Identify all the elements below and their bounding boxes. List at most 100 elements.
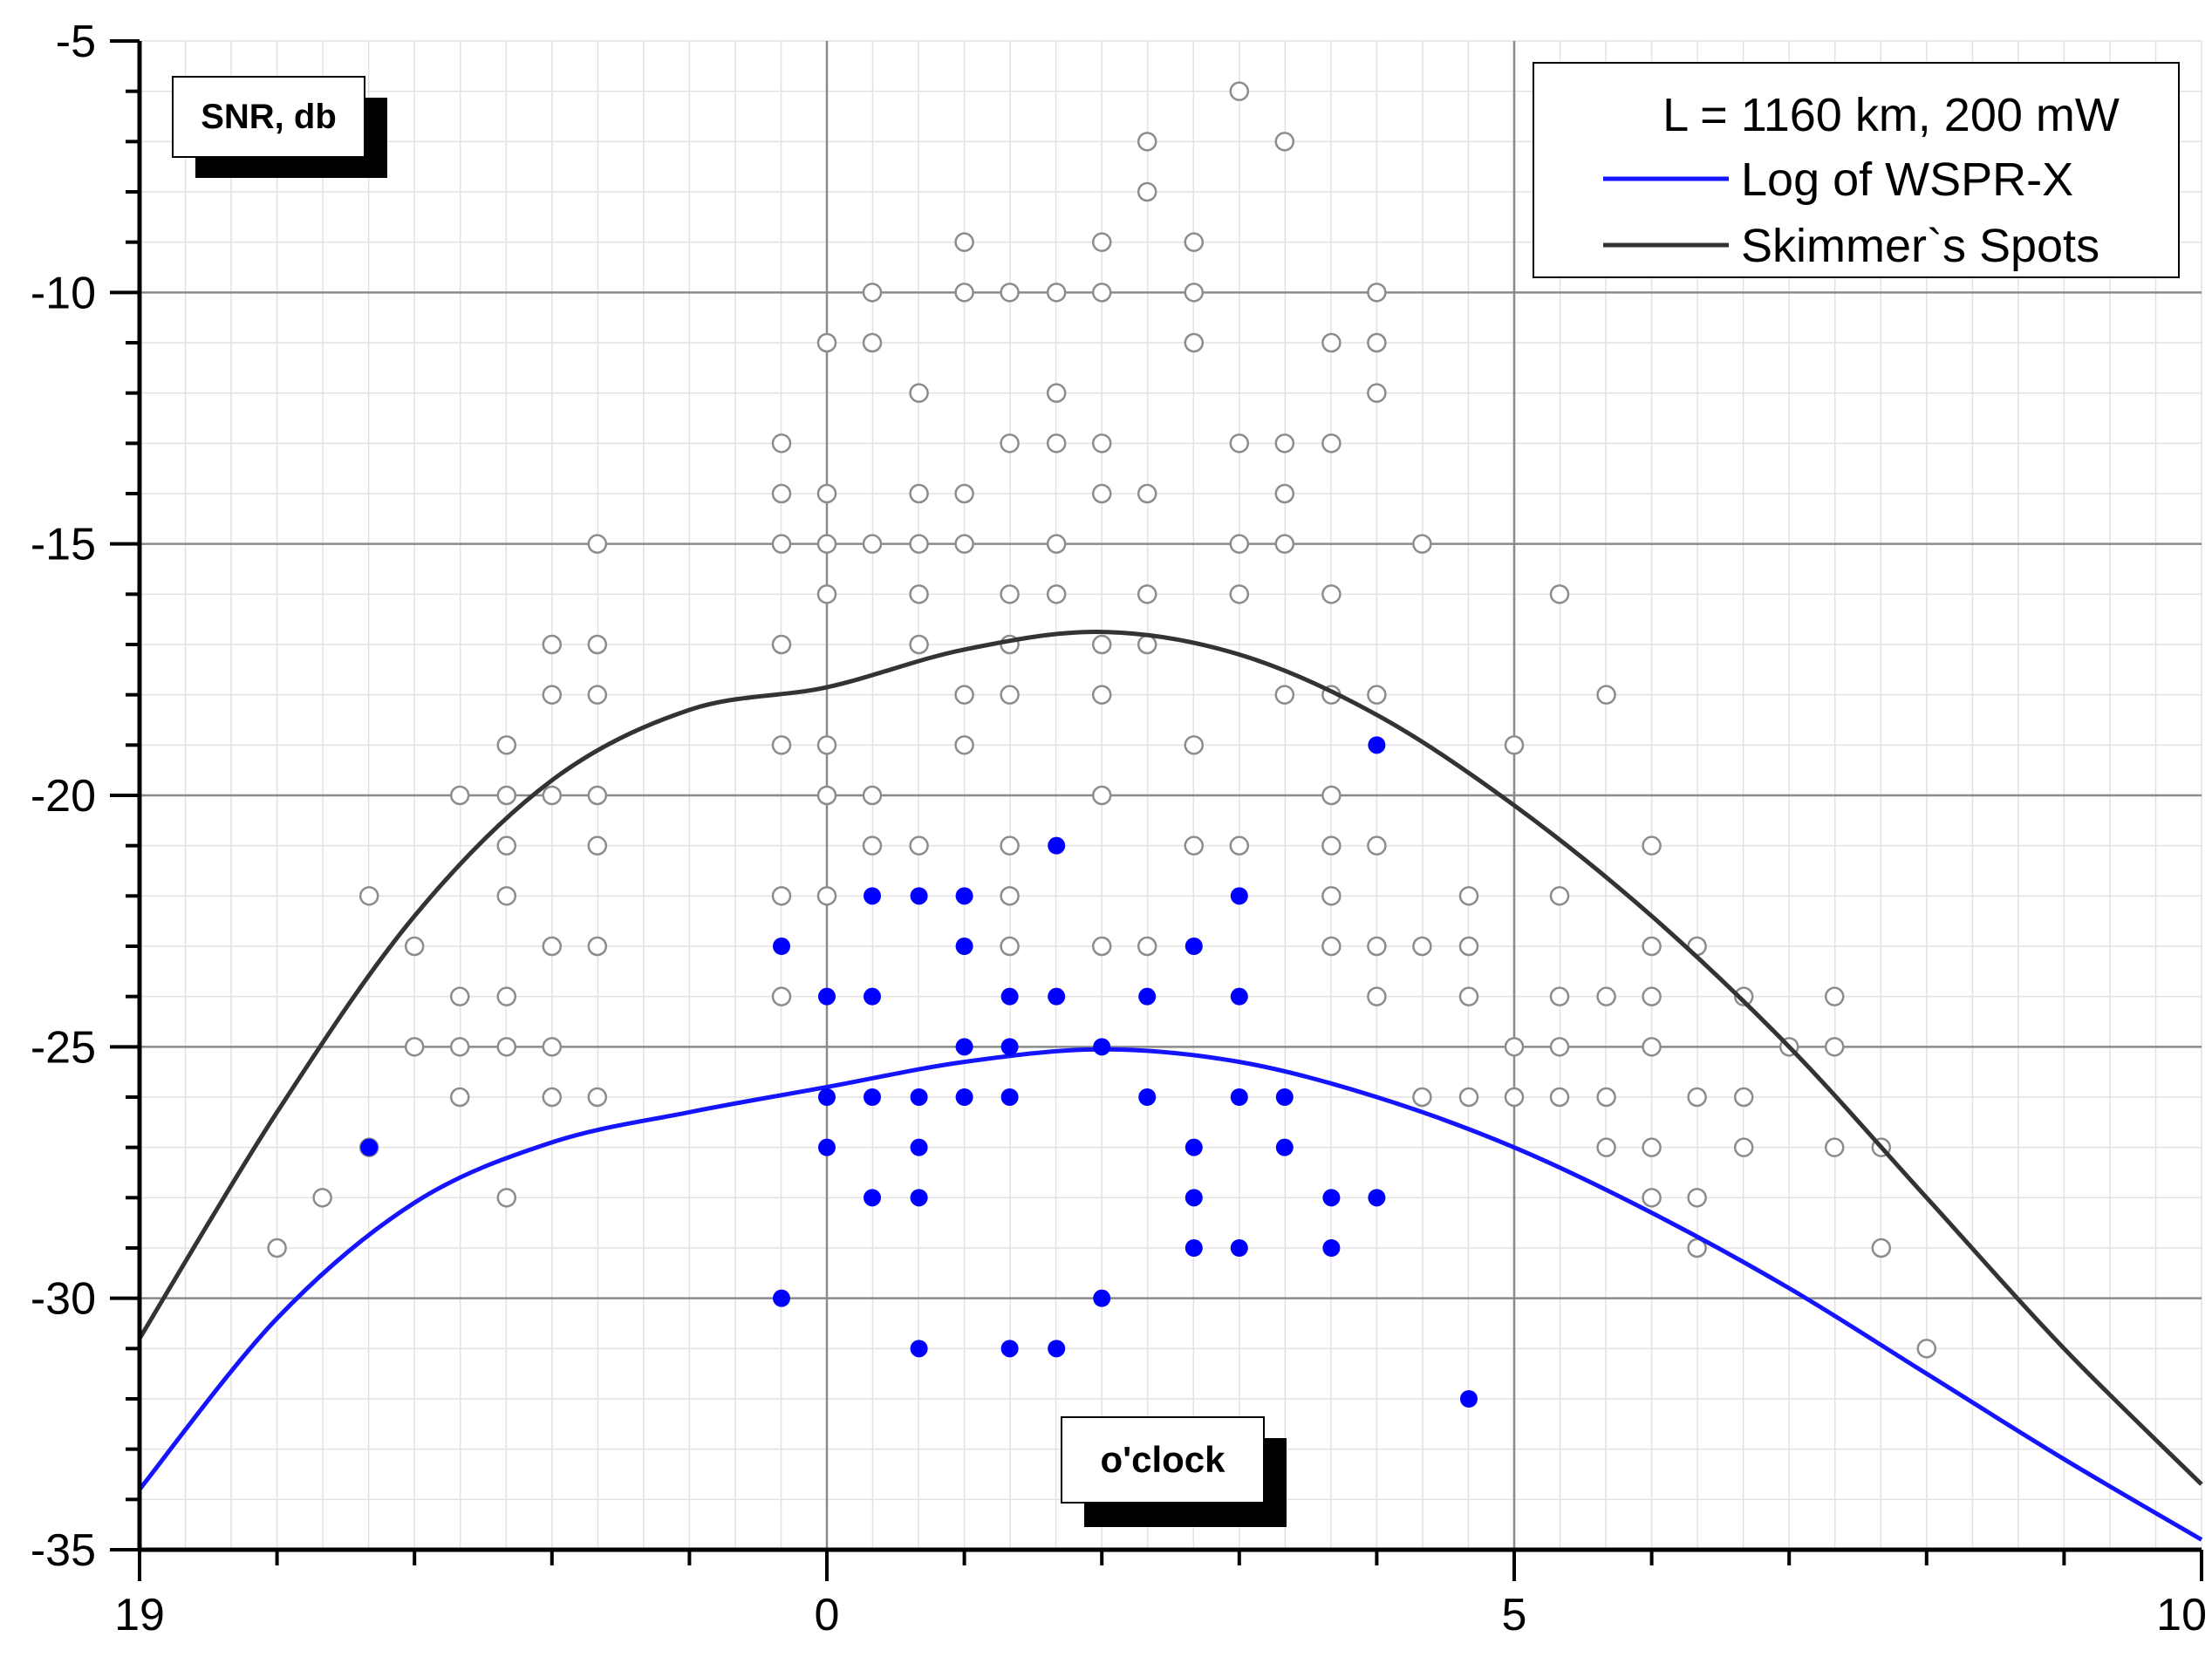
skimmer-point bbox=[1000, 433, 1020, 453]
y-tick-label: -5 bbox=[56, 17, 96, 67]
skimmer-point bbox=[1687, 1188, 1707, 1208]
skimmer-point bbox=[1321, 785, 1342, 806]
skimmer-point bbox=[954, 232, 974, 252]
wspr-point bbox=[864, 1189, 882, 1207]
skimmer-point bbox=[496, 835, 517, 856]
legend-frame bbox=[1533, 62, 2180, 278]
skimmer-point bbox=[1549, 584, 1570, 604]
series-2-trend-curve bbox=[138, 1047, 2203, 1542]
skimmer-point bbox=[1321, 433, 1342, 453]
skimmer-point bbox=[542, 1037, 563, 1057]
skimmer-point bbox=[1733, 986, 1754, 1006]
skimmer-point bbox=[816, 534, 837, 554]
skimmer-point bbox=[1229, 534, 1250, 554]
skimmer-point bbox=[1229, 835, 1250, 856]
skimmer-point bbox=[816, 584, 837, 604]
skimmer-point bbox=[587, 1087, 608, 1108]
wspr-point bbox=[955, 887, 973, 905]
wspr-point bbox=[910, 1340, 928, 1358]
wspr-point bbox=[1093, 1289, 1111, 1307]
skimmer-point bbox=[1184, 283, 1205, 303]
skimmer-point bbox=[587, 634, 608, 655]
wspr-point bbox=[1185, 1239, 1203, 1257]
skimmer-point bbox=[816, 483, 837, 504]
skimmer-point bbox=[1642, 1188, 1662, 1208]
skimmer-point bbox=[449, 986, 470, 1006]
major-grid bbox=[140, 41, 2202, 1550]
skimmer-point bbox=[496, 785, 517, 806]
skimmer-point bbox=[587, 685, 608, 705]
skimmer-point bbox=[1184, 735, 1205, 755]
wspr-point bbox=[1185, 1189, 1203, 1207]
skimmer-point bbox=[862, 835, 883, 856]
wspr-point bbox=[772, 938, 790, 955]
skimmer-point bbox=[1000, 685, 1020, 705]
skimmer-point bbox=[542, 634, 563, 655]
legend: L = 1160 km, 200 mW Log of WSPR-X Skimme… bbox=[1533, 62, 2180, 278]
wspr-point bbox=[955, 1088, 973, 1106]
skimmer-point bbox=[771, 534, 792, 554]
skimmer-point bbox=[909, 835, 929, 856]
skimmer-point bbox=[954, 685, 974, 705]
skimmer-point bbox=[816, 332, 837, 353]
skimmer-point bbox=[587, 534, 608, 554]
skimmer-point bbox=[1367, 383, 1387, 403]
skimmer-point bbox=[1274, 433, 1295, 453]
skimmer-point bbox=[909, 584, 929, 604]
skimmer-point bbox=[771, 433, 792, 453]
skimmer-point bbox=[862, 785, 883, 806]
xlabel-box-frame bbox=[1061, 1416, 1265, 1504]
wspr-point bbox=[1048, 1340, 1066, 1358]
wspr-point bbox=[818, 1088, 836, 1106]
series-0-points bbox=[360, 736, 1478, 1408]
wspr-point bbox=[1230, 887, 1248, 905]
skimmer-point bbox=[1137, 132, 1157, 152]
skimmer-point bbox=[1596, 1137, 1616, 1157]
skimmer-point bbox=[1046, 433, 1067, 453]
skimmer-point bbox=[358, 886, 379, 906]
skimmer-point bbox=[1412, 936, 1432, 957]
skimmer-point bbox=[312, 1188, 332, 1208]
y-tick-label: -35 bbox=[31, 1525, 96, 1576]
skimmer-point bbox=[1321, 835, 1342, 856]
skimmer-point bbox=[1824, 1037, 1845, 1057]
skimmer-point bbox=[1091, 634, 1112, 655]
skimmer-point bbox=[1549, 986, 1570, 1006]
wspr-point bbox=[864, 887, 882, 905]
skimmer-point bbox=[1184, 332, 1205, 353]
skimmer-point bbox=[542, 685, 563, 705]
y-tick-label: -10 bbox=[31, 268, 96, 318]
skimmer-point bbox=[1091, 785, 1112, 806]
skimmer-point bbox=[1137, 584, 1157, 604]
wspr-point bbox=[1368, 1189, 1386, 1207]
wspr-point bbox=[1322, 1189, 1341, 1207]
wspr-point bbox=[1368, 736, 1386, 754]
y-tick-label: -15 bbox=[31, 520, 96, 570]
skimmer-point bbox=[1046, 534, 1067, 554]
wspr-point bbox=[1459, 1390, 1478, 1408]
wspr-point bbox=[955, 938, 973, 955]
skimmer-point bbox=[1229, 81, 1250, 101]
trend-curve-line bbox=[137, 630, 2203, 1486]
wspr-point bbox=[1138, 1088, 1157, 1106]
skimmer-point bbox=[1137, 936, 1157, 957]
skimmer-point bbox=[587, 835, 608, 856]
ylabel-box: SNR, db bbox=[172, 76, 387, 178]
skimmer-point bbox=[771, 634, 792, 655]
x-tick-label: 19 bbox=[114, 1590, 165, 1640]
skimmer-point bbox=[1642, 936, 1662, 957]
skimmer-point bbox=[1321, 936, 1342, 957]
y-tick-label: -20 bbox=[31, 771, 96, 822]
skimmer-point bbox=[1596, 685, 1616, 705]
skimmer-point bbox=[1137, 181, 1157, 202]
skimmer-point bbox=[1367, 685, 1387, 705]
wspr-point bbox=[1000, 1038, 1019, 1056]
skimmer-point bbox=[449, 1037, 470, 1057]
wspr-point bbox=[910, 1189, 928, 1207]
skimmer-point bbox=[1458, 986, 1479, 1006]
skimmer-point bbox=[1642, 1137, 1662, 1157]
skimmer-point bbox=[1824, 1137, 1845, 1157]
skimmer-point bbox=[1504, 735, 1525, 755]
skimmer-point bbox=[542, 785, 563, 806]
ylabel-box-frame bbox=[172, 76, 365, 158]
